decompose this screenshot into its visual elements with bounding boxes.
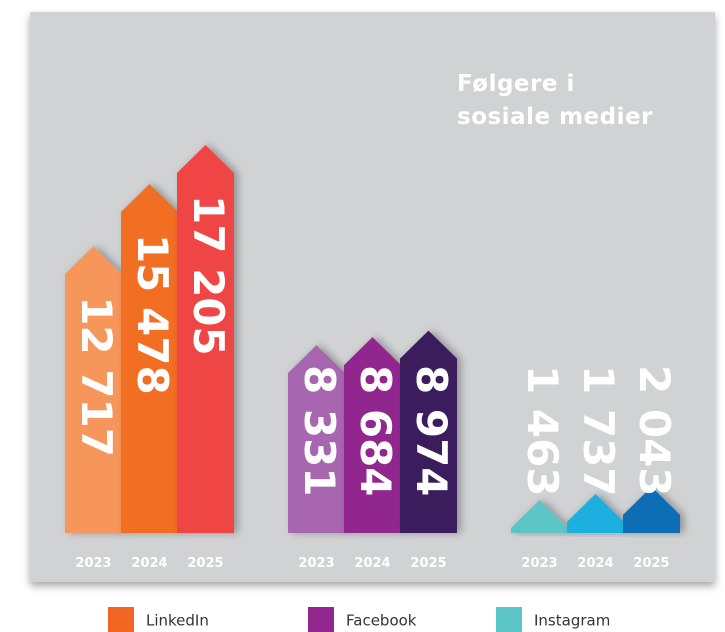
x-tick-label: 2023 bbox=[521, 556, 557, 571]
x-tick-label: 2025 bbox=[410, 556, 446, 571]
bar bbox=[344, 337, 401, 533]
value-label: 12 717 bbox=[72, 296, 121, 457]
legend-swatch bbox=[496, 607, 522, 632]
bar bbox=[65, 246, 122, 534]
value-label: 8 331 bbox=[295, 365, 344, 497]
legend-label: LinkedIn bbox=[146, 612, 209, 630]
x-tick-label: 2024 bbox=[131, 556, 167, 571]
legend-label: Facebook bbox=[346, 612, 417, 630]
bar bbox=[288, 345, 345, 533]
bar bbox=[623, 486, 680, 533]
legend-label: Instagram bbox=[534, 612, 610, 630]
x-tick-label: 2025 bbox=[633, 556, 669, 571]
value-label: 8 974 bbox=[407, 365, 456, 497]
value-label: 1 463 bbox=[518, 365, 567, 497]
bar bbox=[121, 183, 178, 533]
x-tick-label: 2023 bbox=[75, 556, 111, 571]
value-label: 1 737 bbox=[574, 365, 623, 497]
legend-swatch bbox=[308, 607, 334, 632]
bar bbox=[400, 330, 457, 533]
x-tick-label: 2024 bbox=[577, 556, 613, 571]
value-label: 2 043 bbox=[630, 365, 679, 497]
x-tick-label: 2024 bbox=[354, 556, 390, 571]
x-tick-label: 2023 bbox=[298, 556, 334, 571]
value-label: 17 205 bbox=[184, 195, 233, 356]
chart-title: Følgere i sosiale medier bbox=[457, 71, 653, 130]
bar bbox=[567, 493, 624, 533]
x-tick-label: 2025 bbox=[187, 556, 223, 571]
legend-swatch bbox=[108, 607, 134, 632]
value-label: 8 684 bbox=[351, 365, 400, 497]
bar bbox=[511, 500, 568, 533]
value-label: 15 478 bbox=[128, 234, 177, 395]
bar bbox=[177, 145, 234, 533]
